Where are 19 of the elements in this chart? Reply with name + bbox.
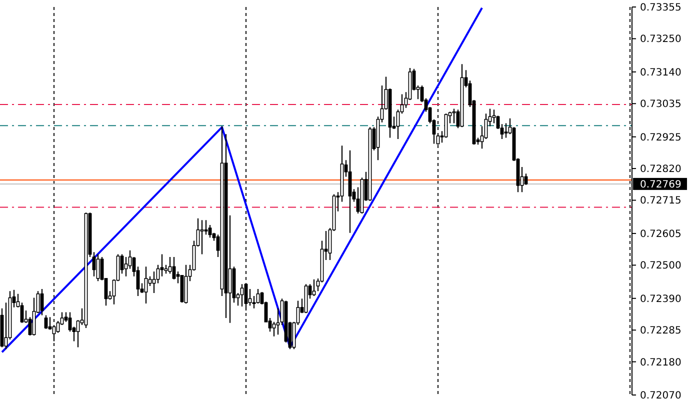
candlestick xyxy=(504,122,508,138)
y-tick-label: 0.73035 xyxy=(640,99,682,110)
y-tick-label: 0.72070 xyxy=(640,390,682,402)
candlestick xyxy=(272,321,276,337)
candlestick xyxy=(312,278,316,297)
y-tick-label: 0.72500 xyxy=(640,260,682,272)
candlestick xyxy=(252,295,256,309)
y-tick-label: 0.72925 xyxy=(640,132,682,144)
y-tick-label: 0.72180 xyxy=(640,357,682,368)
y-tick-label: 0.73250 xyxy=(640,34,682,46)
ref-line-label: 0.72769 xyxy=(640,179,682,190)
y-tick-label: 0.73140 xyxy=(640,67,682,78)
line-series xyxy=(1,6,483,354)
y-tick-label: 0.73355 xyxy=(640,2,682,14)
y-tick-label: 0.72390 xyxy=(640,294,682,305)
y-tick-label: 0.72715 xyxy=(640,196,682,207)
y-tick-label: 0.72605 xyxy=(640,228,682,240)
y-tick-label: 0.72285 xyxy=(640,326,682,337)
y-tick-label: 0.72820 xyxy=(640,164,682,176)
